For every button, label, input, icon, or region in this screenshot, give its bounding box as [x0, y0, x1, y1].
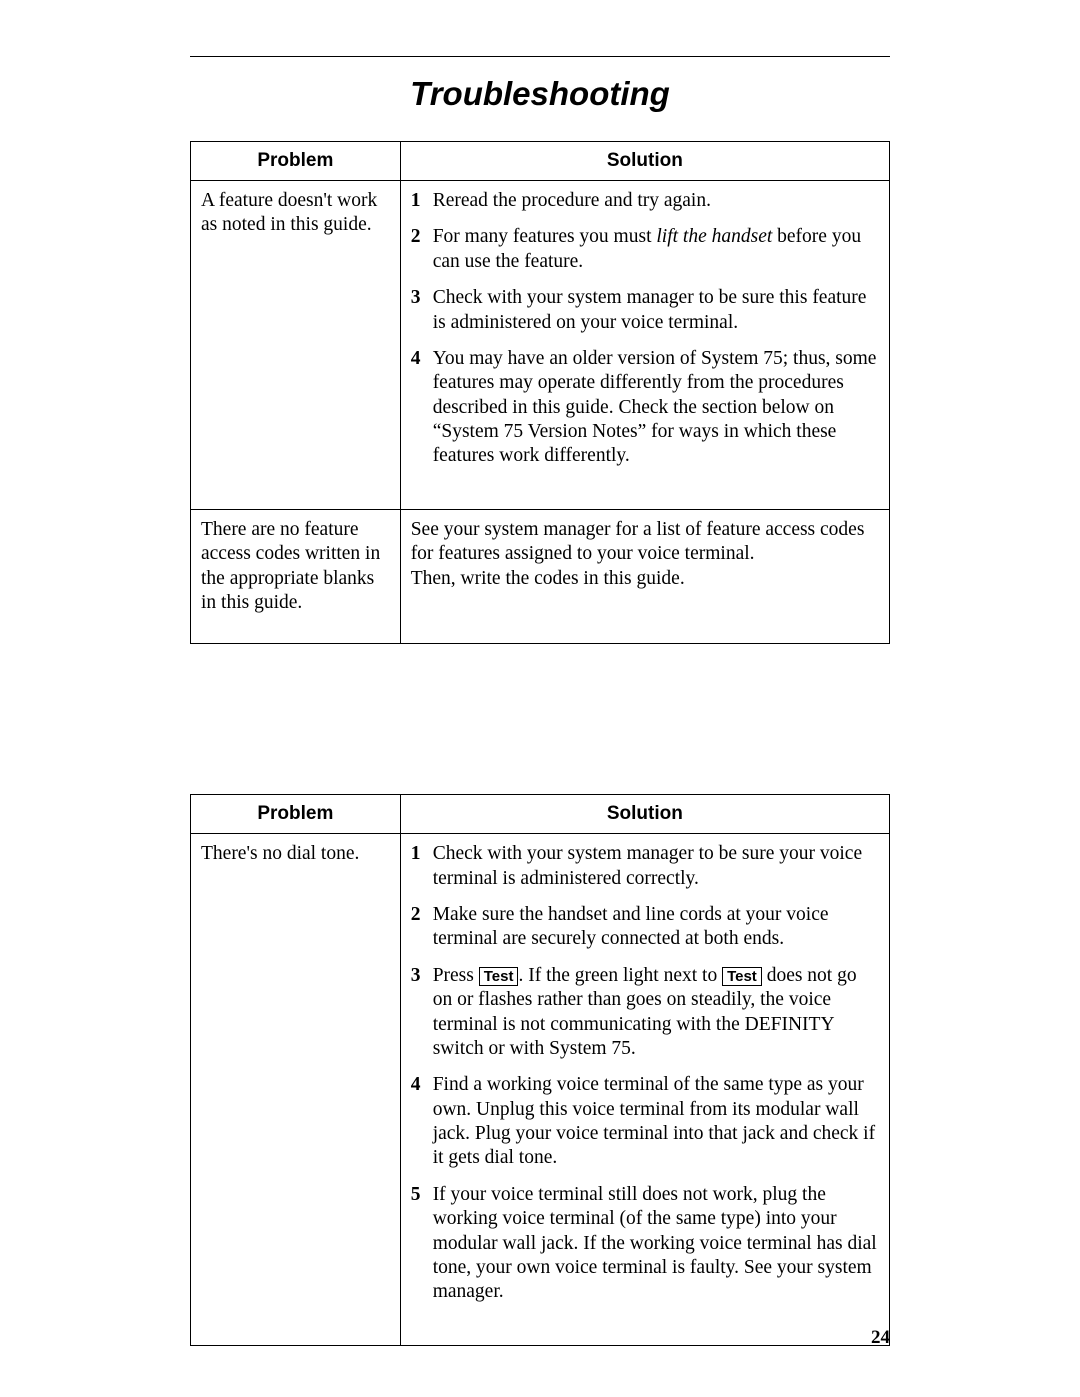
solution-step: 5If your voice terminal still does not w… [433, 1183, 879, 1305]
problem-cell: A feature doesn't work as noted in this … [191, 181, 401, 510]
step-number: 4 [411, 1073, 421, 1097]
test-button-label: Test [722, 967, 762, 986]
step-number: 4 [411, 347, 421, 371]
test-button-label: Test [479, 967, 519, 986]
troubleshooting-table-2: Problem Solution There's no dial tone. 1C… [190, 794, 890, 1345]
table1-body: A feature doesn't work as noted in this … [191, 181, 890, 644]
table-row: A feature doesn't work as noted in this … [191, 181, 890, 510]
solution-cell: 1Reread the procedure and try again.2For… [400, 181, 889, 510]
page-number: 24 [871, 1327, 890, 1349]
step-text: Check with your system manager to be sur… [433, 843, 862, 888]
solution-step: 3Check with your system manager to be su… [433, 286, 879, 335]
troubleshooting-table-1: Problem Solution A feature doesn't work … [190, 141, 890, 644]
step-text: Make sure the handset and line cords at … [433, 904, 829, 949]
page-title: Troubleshooting [190, 75, 890, 113]
solution-text: See your system manager for a list of fe… [411, 518, 879, 591]
solution-step: 1Check with your system manager to be su… [433, 842, 879, 891]
solution-cell: See your system manager for a list of fe… [400, 509, 889, 644]
solution-step: 2Make sure the handset and line cords at… [433, 903, 879, 952]
step-text: Find a working voice terminal of the sam… [433, 1074, 875, 1168]
problem-cell: There's no dial tone. [191, 834, 401, 1345]
solution-step: 1Reread the procedure and try again. [433, 189, 879, 213]
top-rule [190, 56, 890, 57]
solution-step: 2For many features you must lift the han… [433, 225, 879, 274]
step-text: You may have an older version of System … [433, 348, 877, 467]
step-number: 2 [411, 903, 421, 927]
step-number: 5 [411, 1183, 421, 1207]
step-number: 3 [411, 286, 421, 310]
problem-cell: There are no feature access codes writte… [191, 509, 401, 644]
step-number: 2 [411, 225, 421, 249]
step-number: 1 [411, 842, 421, 866]
step-text: For many features you must lift the hand… [433, 226, 861, 271]
step-number: 3 [411, 964, 421, 988]
solution-step: 4You may have an older version of System… [433, 347, 879, 469]
solution-step: 4Find a working voice terminal of the sa… [433, 1073, 879, 1171]
header-problem: Problem [191, 795, 401, 834]
header-solution: Solution [400, 142, 889, 181]
step-text: If your voice terminal still does not wo… [433, 1184, 877, 1303]
step-text: Reread the procedure and try again. [433, 190, 711, 211]
table-row: There are no feature access codes writte… [191, 509, 890, 644]
step-number: 1 [411, 189, 421, 213]
table-header-row: Problem Solution [191, 795, 890, 834]
header-problem: Problem [191, 142, 401, 181]
step-text: Check with your system manager to be sur… [433, 287, 867, 332]
table-row: There's no dial tone. 1 Check with your sy… [191, 834, 890, 1345]
solution-cell: 1 Check with your system manager to be su… [400, 834, 889, 1345]
page-gap [190, 644, 890, 794]
header-solution: Solution [400, 795, 889, 834]
table-header-row: Problem Solution [191, 142, 890, 181]
step-text: Press Test. If the green light next to T… [433, 965, 857, 1059]
table2-body: There's no dial tone. 1 Check with your sy… [191, 834, 890, 1345]
page: Troubleshooting Problem Solution A featu… [0, 0, 1080, 1397]
solution-step: 3Press Test. If the green light next to … [433, 964, 879, 1062]
